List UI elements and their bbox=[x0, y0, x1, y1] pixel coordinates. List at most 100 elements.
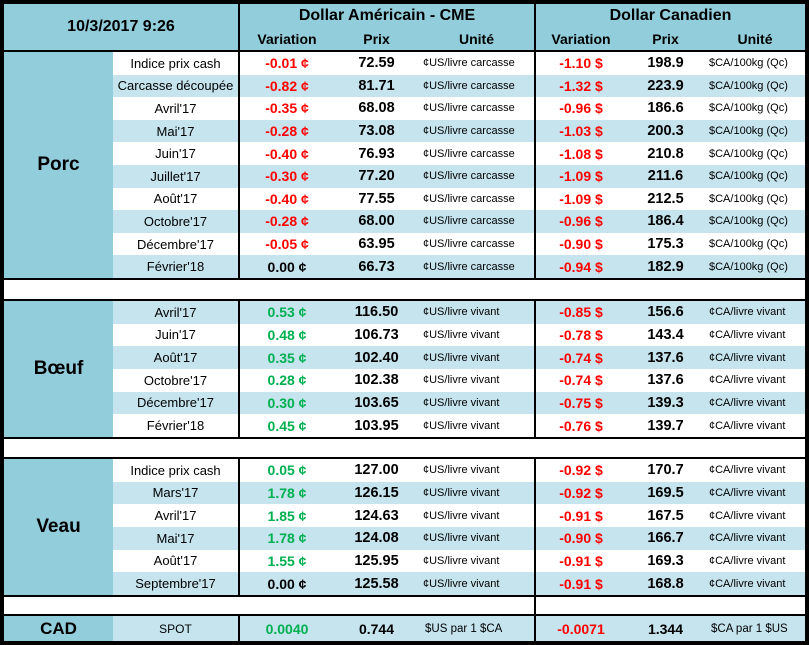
ca-price-value: 210.8 bbox=[626, 142, 705, 165]
ca-unit-label: $CA/100kg (Qc) bbox=[705, 232, 805, 256]
us-variation-value: -0.01 ¢ bbox=[238, 52, 334, 75]
us-unit-label: ¢US/livre carcasse bbox=[419, 52, 534, 75]
us-unit-label: ¢US/livre carcasse bbox=[419, 255, 534, 278]
row-label: Carcasse découpée bbox=[113, 74, 238, 98]
us-unit-label: ¢US/livre carcasse bbox=[419, 187, 534, 211]
ca-variation-value: -0.90 $ bbox=[534, 232, 626, 256]
ca-unit-label: ¢CA/livre vivant bbox=[705, 526, 805, 550]
us-price-value: 76.93 bbox=[334, 142, 419, 165]
us-unit-label: ¢US/livre vivant bbox=[419, 368, 534, 392]
us-price-value: 102.40 bbox=[334, 346, 419, 369]
ca-unit-label: ¢CA/livre vivant bbox=[705, 391, 805, 415]
us-price-value: 102.38 bbox=[334, 368, 419, 392]
us-unit-label: ¢US/livre vivant bbox=[419, 572, 534, 595]
ca-variation-value: -0.91 $ bbox=[534, 549, 626, 573]
ca-unit-label: ¢CA/livre vivant bbox=[705, 346, 805, 369]
ca-unit-label: ¢CA/livre vivant bbox=[705, 459, 805, 482]
ca-unit-label: $CA/100kg (Qc) bbox=[705, 255, 805, 278]
ca-dollar-section-title: Dollar Canadien bbox=[534, 4, 805, 28]
row-label: Mai'17 bbox=[113, 526, 238, 550]
ca-variation-value: -0.94 $ bbox=[534, 255, 626, 278]
ca-price-value: 156.6 bbox=[626, 301, 705, 324]
us-unit-label: ¢US/livre carcasse bbox=[419, 97, 534, 120]
us-unit-label: ¢US/livre vivant bbox=[419, 459, 534, 482]
ca-unit-label: $CA/100kg (Qc) bbox=[705, 210, 805, 233]
us-price-value: 125.58 bbox=[334, 572, 419, 595]
ca-unit-label: $CA/100kg (Qc) bbox=[705, 165, 805, 188]
category-label: Veau bbox=[4, 459, 113, 595]
us-price-value: 103.65 bbox=[334, 391, 419, 415]
us-price-value: 116.50 bbox=[334, 301, 419, 324]
us-variation-value: -0.35 ¢ bbox=[238, 97, 334, 120]
section-separator bbox=[4, 595, 805, 616]
us-variation-value: 0.30 ¢ bbox=[238, 391, 334, 415]
us-unit-label: ¢US/livre vivant bbox=[419, 301, 534, 324]
ca-price-value: 169.5 bbox=[626, 481, 705, 505]
category-label: Porc bbox=[4, 52, 113, 278]
ca-price-value: 182.9 bbox=[626, 255, 705, 278]
us-variation-value: 1.55 ¢ bbox=[238, 549, 334, 573]
ca-price-value: 137.6 bbox=[626, 368, 705, 392]
ca-price-value: 143.4 bbox=[626, 323, 705, 347]
ca-price-value: 139.3 bbox=[626, 391, 705, 415]
us-variation-value: -0.28 ¢ bbox=[238, 210, 334, 233]
us-price-value: 77.20 bbox=[334, 165, 419, 188]
us-unit-label: ¢US/livre carcasse bbox=[419, 232, 534, 256]
cad-us-unit-label: $US par 1 $CA bbox=[425, 622, 503, 635]
ca-price-value: 198.9 bbox=[626, 52, 705, 75]
us-unit-label: ¢US/livre vivant bbox=[419, 481, 534, 505]
ca-price-column-header: Prix bbox=[652, 31, 679, 47]
us-variation-value: 0.00 ¢ bbox=[238, 572, 334, 595]
us-variation-value: 0.28 ¢ bbox=[238, 368, 334, 392]
us-variation-value: -0.05 ¢ bbox=[238, 232, 334, 256]
row-label: Avril'17 bbox=[113, 97, 238, 120]
row-label: Juin'17 bbox=[113, 323, 238, 347]
us-variation-value: -0.28 ¢ bbox=[238, 119, 334, 143]
us-variation-value: 0.05 ¢ bbox=[238, 459, 334, 482]
us-price-value: 72.59 bbox=[334, 52, 419, 75]
us-variation-value: -0.30 ¢ bbox=[238, 165, 334, 188]
us-variation-value: 1.78 ¢ bbox=[238, 526, 334, 550]
us-unit-label: ¢US/livre carcasse bbox=[419, 74, 534, 98]
ca-variation-value: -0.76 $ bbox=[534, 414, 626, 437]
row-label: Indice prix cash bbox=[113, 459, 238, 482]
ca-variation-value: -0.92 $ bbox=[534, 459, 626, 482]
us-price-value: 124.08 bbox=[334, 526, 419, 550]
us-price-value: 66.73 bbox=[334, 255, 419, 278]
us-variation-value: -0.40 ¢ bbox=[238, 187, 334, 211]
row-label: Octobre'17 bbox=[113, 368, 238, 392]
us-unit-label: ¢US/livre vivant bbox=[419, 549, 534, 573]
cad-row-label: SPOT bbox=[159, 621, 192, 636]
us-unit-label: ¢US/livre carcasse bbox=[419, 165, 534, 188]
us-price-value: 127.00 bbox=[334, 459, 419, 482]
ca-variation-value: -0.96 $ bbox=[534, 97, 626, 120]
ca-variation-column-header: Variation bbox=[534, 28, 626, 50]
cad-spot-row: CAD SPOT 0.0040 0.744 $US par 1 $CA -0.0071 1.… bbox=[4, 616, 805, 641]
us-unit-label: ¢US/livre vivant bbox=[419, 346, 534, 369]
ca-unit-label: ¢CA/livre vivant bbox=[705, 549, 805, 573]
row-label: Août'17 bbox=[113, 187, 238, 211]
cad-ca-price-value: 1.344 bbox=[647, 620, 684, 637]
ca-variation-value: -0.91 $ bbox=[534, 572, 626, 595]
us-unit-label: ¢US/livre vivant bbox=[419, 504, 534, 527]
us-variation-column-header: Variation bbox=[238, 28, 334, 50]
ca-price-value: 212.5 bbox=[626, 187, 705, 211]
ca-unit-label: ¢CA/livre vivant bbox=[705, 414, 805, 437]
us-variation-value: 0.45 ¢ bbox=[238, 414, 334, 437]
ca-variation-value: -0.85 $ bbox=[534, 301, 626, 324]
ca-price-value: 223.9 bbox=[626, 74, 705, 98]
section-separator bbox=[4, 278, 805, 301]
ca-price-value: 168.8 bbox=[626, 572, 705, 595]
ca-variation-value: -0.90 $ bbox=[534, 526, 626, 550]
us-unit-label: ¢US/livre carcasse bbox=[419, 119, 534, 143]
category-label: Bœuf bbox=[4, 301, 113, 437]
us-price-value: 125.95 bbox=[334, 549, 419, 573]
us-price-value: 126.15 bbox=[334, 481, 419, 505]
us-variation-value: 1.85 ¢ bbox=[238, 504, 334, 527]
row-label: Avril'17 bbox=[113, 301, 238, 324]
ca-variation-value: -1.10 $ bbox=[534, 52, 626, 75]
us-variation-value: 0.48 ¢ bbox=[238, 323, 334, 347]
row-label: Décembre'17 bbox=[113, 391, 238, 415]
ca-unit-label: $CA/100kg (Qc) bbox=[705, 142, 805, 165]
us-unit-label: ¢US/livre vivant bbox=[419, 526, 534, 550]
